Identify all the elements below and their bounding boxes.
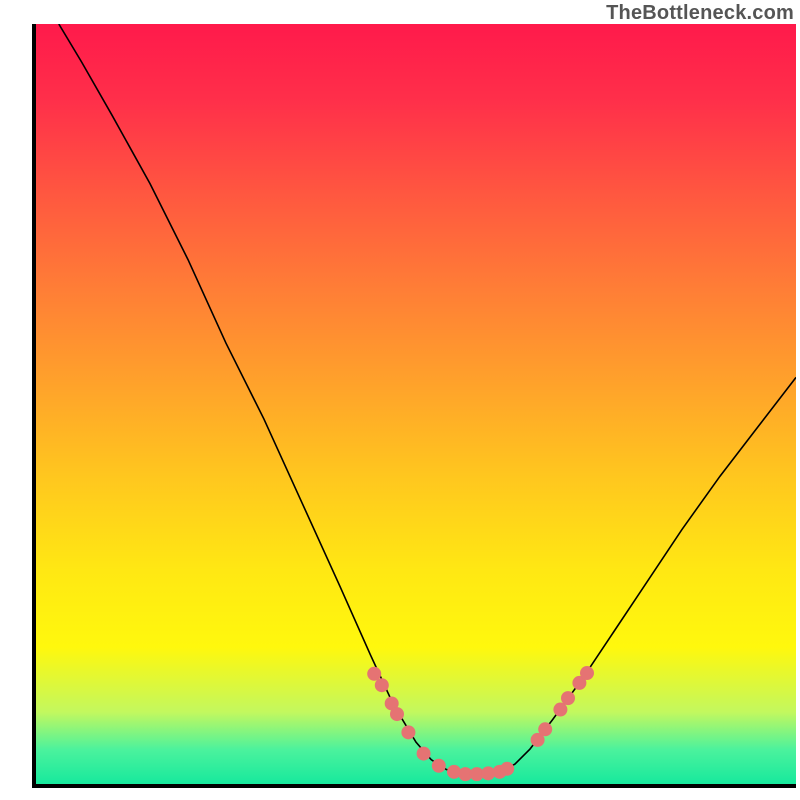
scatter-point bbox=[367, 667, 381, 681]
scatter-point bbox=[561, 691, 575, 705]
scatter-point bbox=[432, 759, 446, 773]
gradient-background bbox=[36, 24, 796, 784]
scatter-point bbox=[580, 666, 594, 680]
scatter-point bbox=[401, 725, 415, 739]
scatter-point bbox=[538, 722, 552, 736]
chart-container: TheBottleneck.com bbox=[0, 0, 800, 800]
plot-svg bbox=[36, 24, 796, 784]
scatter-point bbox=[390, 707, 404, 721]
scatter-point bbox=[375, 678, 389, 692]
plot-area bbox=[36, 24, 796, 784]
scatter-point bbox=[553, 703, 567, 717]
x-axis-line bbox=[32, 784, 796, 788]
watermark-text: TheBottleneck.com bbox=[606, 2, 794, 25]
scatter-point bbox=[417, 747, 431, 761]
scatter-point bbox=[500, 762, 514, 776]
